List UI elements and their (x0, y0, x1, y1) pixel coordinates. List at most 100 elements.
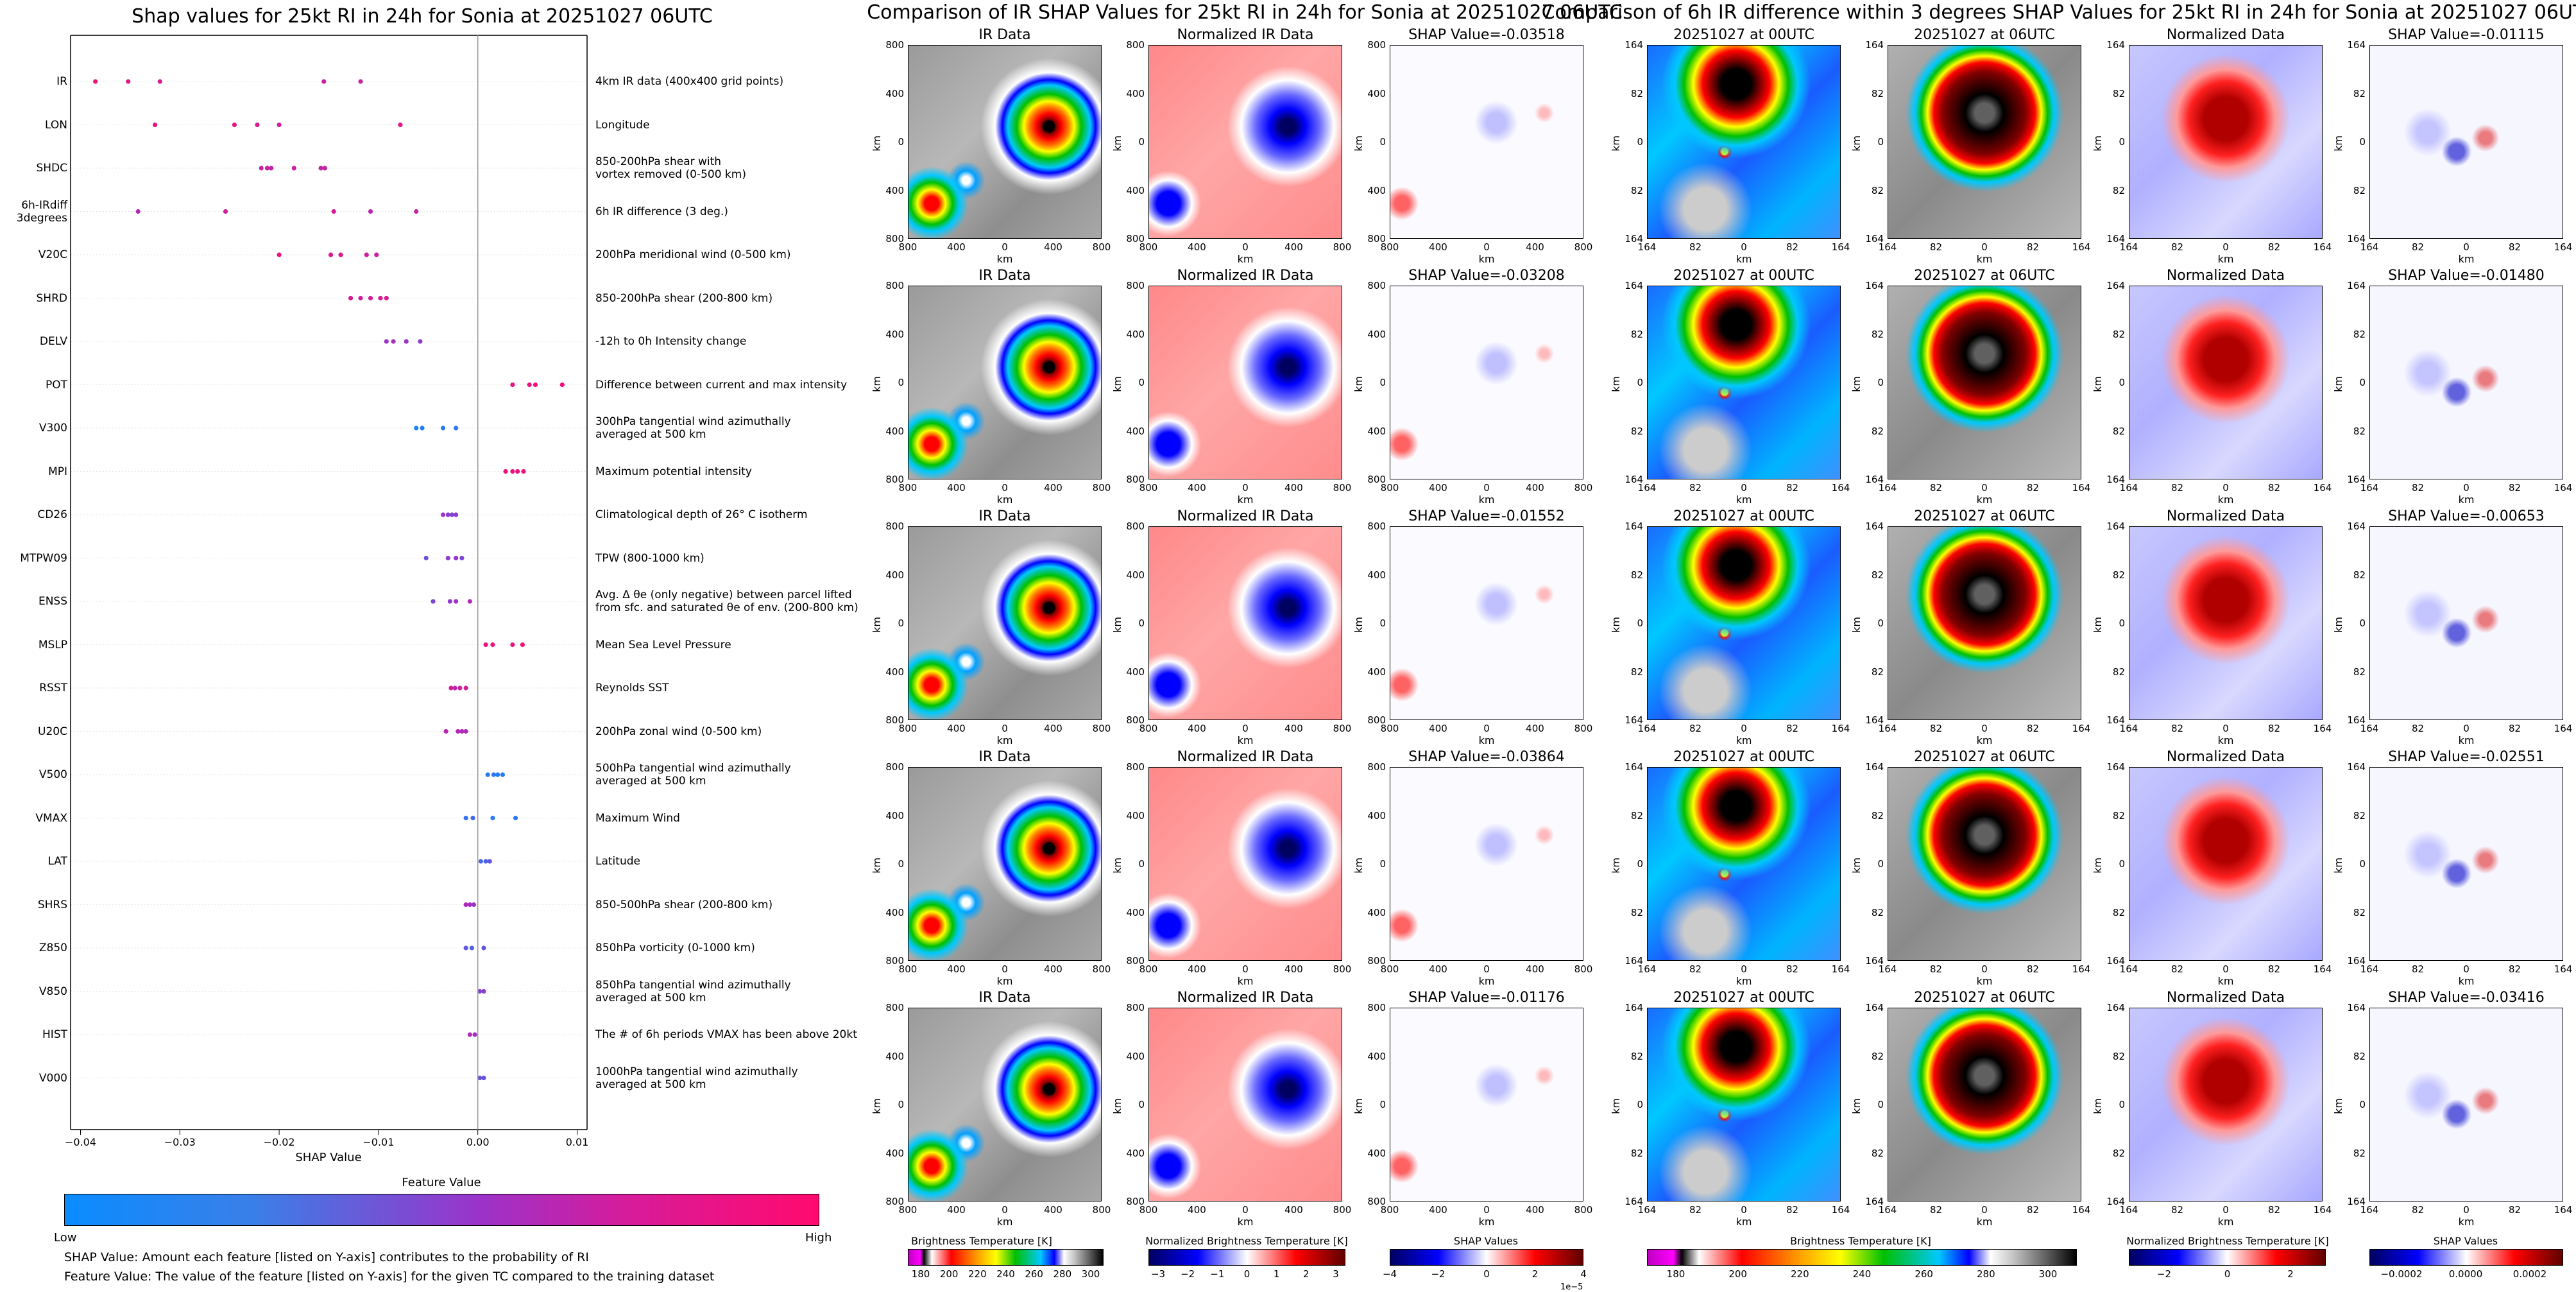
x-tick-label: 164 (1878, 482, 1897, 494)
x-tick-label: 400 (947, 482, 966, 494)
shap-point (431, 599, 436, 604)
colorbar-tick-label: 2 (1303, 1268, 1309, 1280)
y-tick-label: 800 (1367, 233, 1386, 245)
normalized-ir-panel (1148, 286, 1342, 479)
x-tick-label: 400 (1284, 482, 1303, 494)
shap-point (533, 382, 538, 388)
shap-point (510, 469, 515, 474)
x-tick-label: 82 (2267, 241, 2281, 253)
x-tick-label: 82 (2508, 1204, 2521, 1216)
y-axis-unit: km (2332, 1098, 2344, 1114)
shap-point (515, 469, 520, 474)
x-tick-label: 0 (1741, 1204, 1747, 1216)
irdiff-06utc-panel-title: 20251027 at 06UTC (1914, 749, 2055, 765)
x-tick-label: 0 (1981, 963, 1988, 975)
shap-point (477, 988, 482, 994)
shap-point (487, 859, 492, 864)
x-tick-label: 0 (2463, 241, 2469, 253)
x-tick-label: 82 (2171, 1204, 2184, 1216)
y-tick-label: 800 (885, 233, 904, 245)
colorbar-tick-label: 200 (939, 1268, 959, 1280)
x-tick-label: 400 (1429, 482, 1447, 494)
x-tick-label: 82 (2508, 241, 2521, 253)
x-tick-label: 82 (1786, 241, 1799, 253)
feature-description: Mean Sea Level Pressure (595, 638, 731, 651)
x-axis-label: SHAP Value (295, 1151, 362, 1164)
normalized-ir-panel (1148, 45, 1342, 239)
x-axis-unit: km (996, 253, 1013, 265)
shap-point (471, 902, 477, 908)
irdiff-06utc-panel-title: 20251027 at 06UTC (1914, 27, 2055, 43)
x-tick-label: 164 (2313, 963, 2332, 975)
shap-point (378, 295, 383, 301)
x-tick-label: 164 (2554, 241, 2573, 253)
irdiff-normalized-panel (2129, 1008, 2323, 1202)
colorbar-low-label: Low (54, 1231, 77, 1245)
x-axis-unit: km (1478, 975, 1495, 987)
y-tick-label: 0 (1877, 1099, 1884, 1110)
y-tick-label: 164 (1625, 474, 1643, 485)
y-axis-unit: km (2092, 857, 2104, 874)
ir-shap-panel-title: SHAP Value=-0.01552 (1408, 508, 1565, 524)
x-tick-label: 164 (2360, 723, 2379, 734)
x-tick-label: 800 (1380, 482, 1399, 494)
shap-point (490, 815, 495, 821)
y-axis-unit: km (1352, 1098, 1365, 1114)
x-tick-label: 0.00 (466, 1136, 490, 1148)
x-tick-label: 0 (1242, 482, 1249, 494)
irdiff-06utc-panel (1888, 526, 2081, 720)
feature-description: 6h IR difference (3 deg.) (595, 205, 728, 218)
irdiff-shap-panel-title: SHAP Value=-0.03416 (2388, 990, 2545, 1006)
feature-name-label: V20C (38, 248, 67, 261)
colorbar-tick-label: −2 (2156, 1268, 2172, 1280)
colorbar-tick-label: −4 (1382, 1268, 1397, 1280)
y-tick-label: 800 (1367, 761, 1386, 773)
y-tick-label: 0 (898, 617, 904, 629)
x-tick-label: 164 (1878, 723, 1897, 734)
y-tick-label: 0 (2359, 136, 2366, 148)
y-tick-label: 82 (2112, 1050, 2125, 1062)
x-tick-label: 0 (2222, 963, 2229, 975)
shap-point (527, 382, 532, 388)
feature-description: Longitude (595, 118, 650, 132)
x-tick-label: 0 (1741, 723, 1747, 734)
y-tick-label: 0 (898, 858, 904, 870)
feature-description: 850-500hPa shear (200-800 km) (595, 898, 773, 911)
x-axis-unit: km (996, 1216, 1013, 1228)
x-tick-label: 164 (1831, 963, 1850, 975)
y-tick-label: 164 (1865, 761, 1884, 773)
x-tick-label: 800 (1092, 1204, 1111, 1216)
x-tick-label: 164 (2313, 241, 2332, 253)
irdiff-shap-panel (2369, 526, 2563, 720)
y-axis-unit: km (871, 857, 883, 874)
irdiff-normalized-panel (2129, 526, 2323, 720)
shap-point (467, 1032, 472, 1037)
irdiff-shap-panel (2369, 1008, 2563, 1202)
x-tick-label: 82 (1786, 482, 1799, 494)
x-tick-label: 82 (1929, 482, 1943, 494)
feature-name-label: 6h-IRdiff 3degrees (16, 198, 67, 225)
normalized-ir-panel-title: Normalized IR Data (1177, 749, 1314, 765)
right-normalized-colorbar (2129, 1249, 2326, 1266)
x-tick-label: 82 (2508, 723, 2521, 734)
irdiff-normalized-panel-title: Normalized Data (2166, 268, 2285, 284)
y-tick-label: 400 (885, 87, 904, 99)
y-tick-label: 82 (2353, 1147, 2366, 1159)
irdiff-06utc-panel (1888, 767, 2081, 961)
x-tick-label: 0 (1242, 241, 1249, 253)
shap-point (255, 122, 260, 128)
y-tick-label: 400 (1126, 1147, 1145, 1159)
y-tick-label: 164 (2347, 39, 2366, 51)
shap-point (126, 79, 131, 84)
y-tick-label: 400 (885, 569, 904, 581)
feature-description: Maximum potential intensity (595, 465, 752, 478)
y-tick-label: 164 (1865, 233, 1884, 245)
x-axis-unit: km (1237, 1216, 1254, 1228)
colorbar-tick-label: 220 (968, 1268, 987, 1280)
x-axis-unit: km (1478, 494, 1495, 506)
ir-data-panel-title: IR Data (978, 749, 1031, 765)
ir-data-panel-title: IR Data (978, 268, 1031, 284)
x-tick-label: 800 (1574, 1204, 1593, 1216)
ir-comparison-title: Comparison of IR SHAP Values for 25kt RI… (867, 1, 1623, 24)
x-tick-label: 400 (1526, 241, 1544, 253)
